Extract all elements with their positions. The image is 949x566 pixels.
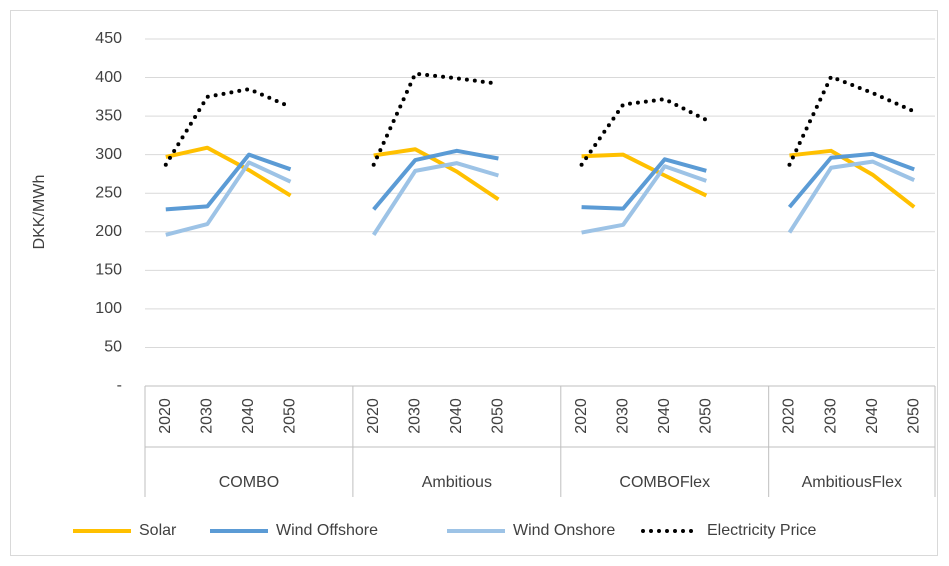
y-tick-label: 400	[95, 69, 122, 86]
x-tick-label: 2050	[698, 398, 715, 434]
x-tick-label: 2050	[905, 398, 922, 434]
group-label: COMBO	[219, 474, 279, 491]
x-tick-label: 2030	[614, 398, 631, 434]
series-line	[165, 145, 916, 209]
y-tick-label: 300	[95, 146, 122, 163]
legend-label: Wind Offshore	[276, 522, 378, 539]
group-label: AmbitiousFlex	[802, 474, 902, 491]
x-tick-label: 2050	[282, 398, 299, 434]
y-tick-label: 50	[104, 339, 122, 356]
group-label: Ambitious	[422, 474, 492, 491]
y-axis-label: DKK/MWh	[31, 175, 48, 250]
x-tick-label: 2040	[240, 398, 257, 434]
x-tick-label: 2040	[448, 398, 465, 434]
y-tick-label: 250	[95, 184, 122, 201]
y-tick-label: -	[117, 377, 122, 394]
x-tick-label: 2020	[365, 398, 382, 434]
series-line	[165, 159, 916, 237]
legend-label: Wind Onshore	[513, 522, 615, 539]
series-line	[165, 148, 915, 212]
legend-label: Solar	[139, 522, 177, 539]
y-tick-label: 100	[95, 300, 122, 317]
x-tick-label: 2020	[781, 398, 798, 434]
series-line	[163, 71, 917, 167]
chart-border	[10, 10, 938, 556]
y-tick-label: 200	[95, 223, 122, 240]
x-tick-label: 2040	[864, 398, 881, 434]
x-tick-label: 2030	[822, 398, 839, 434]
x-tick-label: 2040	[656, 398, 673, 434]
x-tick-label: 2050	[490, 398, 507, 434]
x-tick-label: 2020	[573, 398, 590, 434]
x-tick-label: 2030	[406, 398, 423, 434]
y-tick-label: 350	[95, 107, 122, 124]
legend-label: Electricity Price	[707, 522, 816, 539]
x-tick-label: 2020	[157, 398, 174, 434]
group-label: COMBOFlex	[619, 474, 710, 491]
y-tick-label: 150	[95, 262, 122, 279]
y-tick-label: 450	[95, 30, 122, 47]
x-tick-label: 2030	[199, 398, 216, 434]
